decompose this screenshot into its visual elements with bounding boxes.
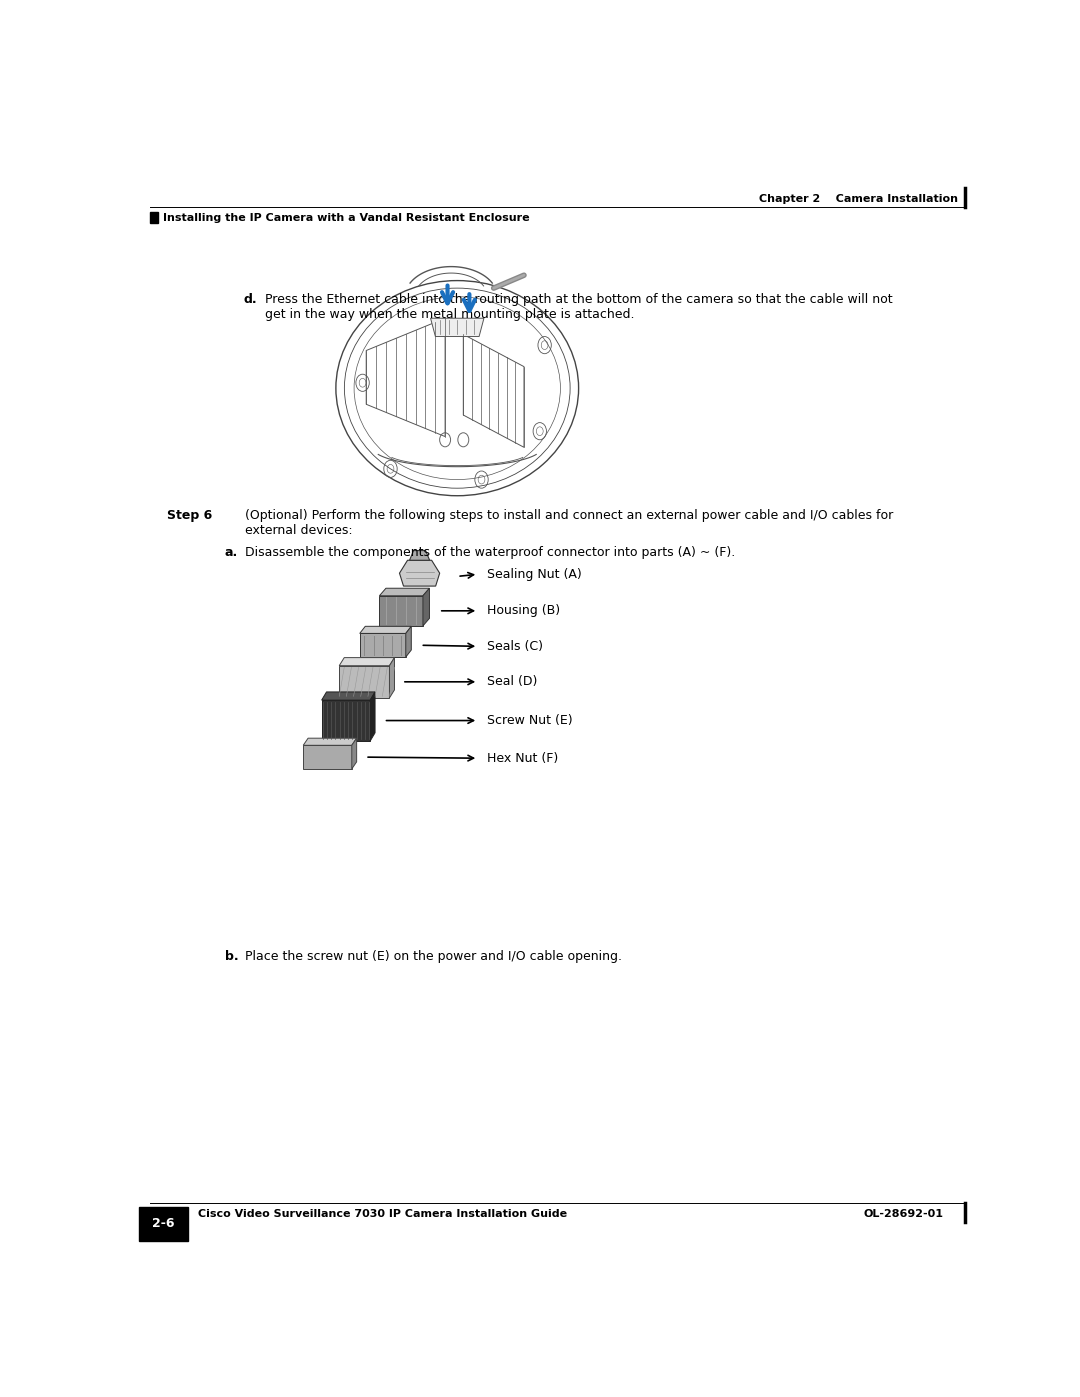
Text: (Optional) Perform the following steps to install and connect an external power : (Optional) Perform the following steps t… [245, 509, 894, 536]
Text: Disassemble the components of the waterproof connector into parts (A) ~ (F).: Disassemble the components of the waterp… [245, 546, 735, 559]
Polygon shape [431, 319, 484, 337]
Text: 2-6: 2-6 [152, 1217, 175, 1231]
Polygon shape [322, 700, 370, 740]
Polygon shape [400, 560, 440, 587]
Polygon shape [463, 334, 524, 447]
Text: Chapter 2    Camera Installation: Chapter 2 Camera Installation [759, 194, 958, 204]
Text: Seals (C): Seals (C) [486, 640, 542, 652]
Text: OL-28692-01: OL-28692-01 [863, 1208, 943, 1218]
Polygon shape [423, 588, 430, 626]
Text: a.: a. [225, 546, 238, 559]
Polygon shape [390, 658, 394, 698]
Polygon shape [339, 658, 394, 666]
Polygon shape [379, 588, 430, 595]
Text: Press the Ethernet cable into the routing path at the bottom of the camera so th: Press the Ethernet cable into the routin… [265, 293, 892, 321]
Bar [150, 212, 158, 224]
Text: Installing the IP Camera with a Vandal Resistant Enclosure: Installing the IP Camera with a Vandal R… [163, 212, 530, 222]
Text: Hex Nut (F): Hex Nut (F) [486, 752, 557, 764]
Text: Step 6: Step 6 [166, 509, 212, 521]
Polygon shape [379, 595, 423, 626]
Bar [139, 1207, 188, 1241]
Bar [150, 1211, 158, 1222]
Text: Screw Nut (E): Screw Nut (E) [486, 714, 572, 726]
Text: b.: b. [225, 950, 239, 963]
Text: Seal (D): Seal (D) [486, 675, 537, 689]
Text: Sealing Nut (A): Sealing Nut (A) [486, 567, 581, 581]
Polygon shape [360, 633, 406, 657]
Polygon shape [406, 626, 411, 657]
Polygon shape [339, 666, 390, 698]
Polygon shape [366, 319, 445, 437]
Polygon shape [303, 738, 356, 745]
Polygon shape [322, 692, 375, 700]
Text: d.: d. [244, 293, 257, 306]
Polygon shape [352, 738, 356, 768]
Polygon shape [303, 745, 352, 768]
Polygon shape [409, 550, 430, 560]
Polygon shape [360, 626, 411, 633]
Polygon shape [370, 692, 375, 740]
Text: Housing (B): Housing (B) [486, 605, 559, 617]
Text: Cisco Video Surveillance 7030 IP Camera Installation Guide: Cisco Video Surveillance 7030 IP Camera … [198, 1208, 567, 1218]
Text: Place the screw nut (E) on the power and I/O cable opening.: Place the screw nut (E) on the power and… [245, 950, 622, 963]
